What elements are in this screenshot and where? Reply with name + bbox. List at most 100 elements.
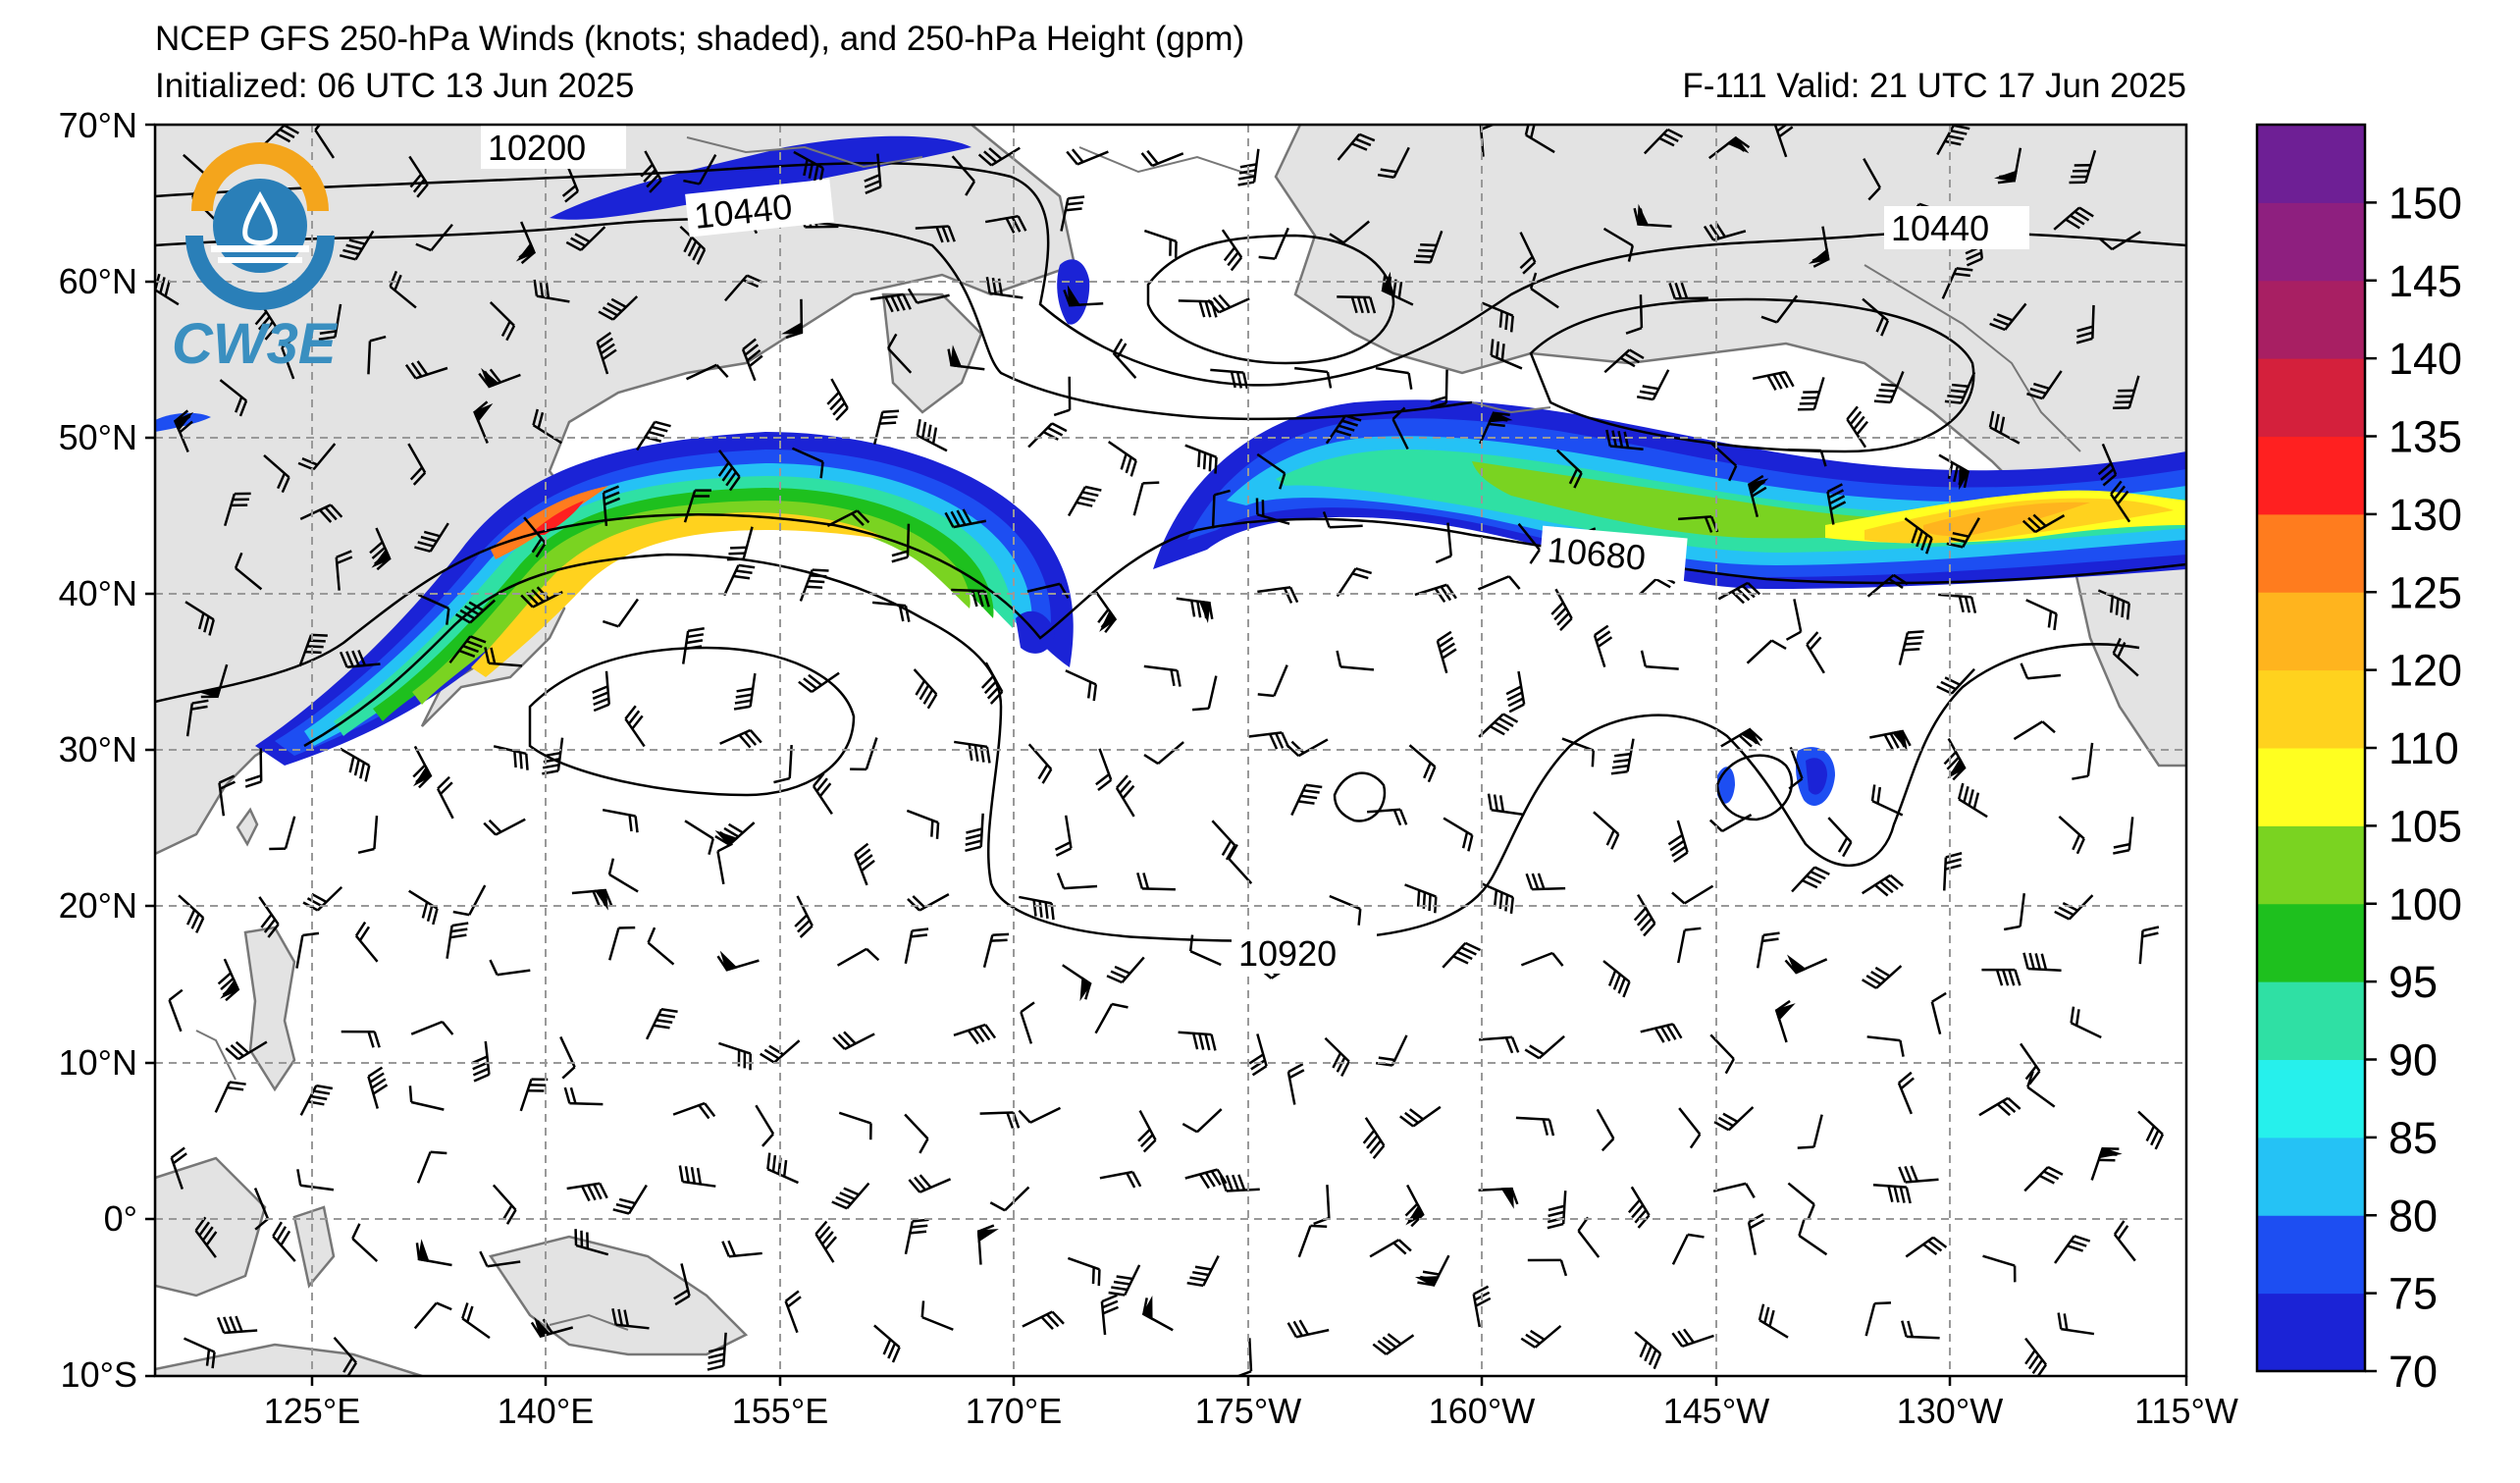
wind-barb — [1707, 135, 1751, 160]
wind-barb — [2053, 206, 2094, 231]
latitude-labels: 70°N 60°N 50°N 40°N 30°N 20°N 10°N 0° 10… — [59, 105, 155, 1395]
wind-barb — [367, 335, 387, 375]
wind-barb — [1602, 960, 1631, 998]
wind-barb — [1107, 441, 1137, 477]
wind-barb — [598, 295, 639, 321]
wind-barb — [716, 950, 760, 972]
wind-barb — [1336, 650, 1375, 671]
wind-barb — [1255, 498, 1290, 525]
colorbar-tick-label: 90 — [2389, 1035, 2438, 1086]
wind-barb — [1846, 405, 1869, 449]
wind-barb — [1234, 1338, 1253, 1376]
wind-barb — [908, 1174, 952, 1193]
wind-barb — [947, 344, 985, 371]
wind-barb — [1408, 744, 1437, 783]
colorbar-tick-label: 135 — [2389, 412, 2462, 462]
wind-barb — [1136, 872, 1176, 891]
wind-barb — [1481, 301, 1514, 333]
wind-barb — [1060, 195, 1085, 232]
lat-label-70n: 70°N — [59, 105, 137, 145]
wind-barb — [1065, 669, 1098, 702]
wind-barb — [831, 1182, 870, 1210]
wind-barb — [1873, 371, 1905, 404]
wind-barb — [413, 1301, 452, 1330]
wind-barb — [1712, 1182, 1756, 1198]
wind-barb — [1746, 639, 1787, 664]
wind-barb — [185, 699, 209, 737]
colorbar-bin — [2257, 202, 2365, 282]
wind-barb — [1625, 294, 1644, 335]
wind-barb — [794, 895, 814, 938]
wind-barb — [407, 443, 427, 486]
wind-barb — [726, 526, 754, 561]
wind-barb — [1634, 1331, 1662, 1370]
wind-barb — [1184, 444, 1218, 474]
wind-barb — [1515, 1116, 1555, 1137]
wind-barb — [225, 1040, 268, 1061]
wind-barb — [1442, 941, 1482, 969]
lat-label-30n: 30°N — [59, 729, 137, 769]
wind-barb — [1286, 738, 1329, 758]
wind-barb — [1677, 927, 1702, 964]
wind-barb — [721, 1240, 762, 1258]
wind-barb — [484, 647, 523, 667]
wind-barb — [733, 672, 757, 711]
wind-barb — [1633, 893, 1656, 937]
wind-barb — [1520, 951, 1564, 967]
wind-barb — [2020, 662, 2062, 680]
wind-barb — [410, 1020, 454, 1035]
wind-barb — [452, 884, 487, 917]
wind-barb — [2090, 1146, 2123, 1181]
colorbar-tick-label: 85 — [2389, 1113, 2438, 1163]
wind-barb — [1667, 820, 1689, 863]
wind-barb — [1472, 1285, 1492, 1328]
wind-barb — [168, 988, 184, 1033]
wind-barb — [1178, 1031, 1217, 1051]
wind-barb — [1930, 991, 1947, 1034]
colorbar: 150 145 140 135 130 125 120 110 105 100 95 90 85 80 75… — [2255, 123, 2462, 1397]
wind-barb — [446, 922, 469, 959]
wind-barb — [647, 927, 675, 966]
wind-barb — [492, 1184, 517, 1225]
wind-barb — [1099, 1170, 1142, 1189]
wind-barb — [781, 298, 804, 340]
wind-barb — [478, 367, 521, 389]
wind-barb — [1791, 866, 1830, 893]
lon-label-160w: 160°W — [1429, 1391, 1535, 1431]
logo-text: CW3E — [172, 312, 339, 376]
wind-barb — [2113, 817, 2134, 855]
wind-barb — [1210, 368, 1249, 390]
colorbar-bin — [2257, 1215, 2365, 1295]
wind-barb — [479, 1250, 521, 1268]
wind-barb — [2054, 1235, 2091, 1264]
wind-barb — [1443, 817, 1474, 852]
wind-barb — [1936, 125, 1970, 156]
asia-landmass — [155, 125, 1076, 856]
wind-barb — [1596, 1108, 1615, 1152]
wind-barb — [1294, 366, 1333, 389]
wind-barb — [448, 635, 487, 664]
colorbar-ticks: 150 145 140 135 130 125 120 110 105 100 95 90 85 80 75… — [2365, 178, 2462, 1397]
wind-barb — [219, 379, 248, 417]
wind-barb — [907, 288, 950, 304]
wind-barb — [515, 221, 537, 265]
wind-barb — [984, 215, 1027, 234]
wind-barb — [489, 301, 516, 342]
colorbar-tick-label: 75 — [2389, 1269, 2438, 1319]
wind-barb — [2021, 513, 2066, 534]
wind-barb — [339, 650, 381, 668]
longitude-labels: 125°E 140°E 155°E 170°E 175°W 160°W 145°… — [264, 1376, 2238, 1431]
wind-barb — [436, 775, 454, 820]
colorbar-tick-label: 70 — [2389, 1347, 2438, 1397]
colorbar-tick-label: 140 — [2389, 334, 2462, 384]
wind-barb — [533, 279, 570, 303]
wind-barb — [1787, 1182, 1815, 1221]
wind-barb — [1095, 748, 1113, 791]
wind-barb — [1784, 954, 1828, 975]
wind-barb — [1643, 128, 1684, 155]
philippines — [243, 926, 296, 1092]
wind-barb — [1490, 339, 1523, 370]
wind-barb — [2057, 1312, 2095, 1336]
wind-barb — [532, 408, 562, 445]
wind-barb — [183, 1337, 216, 1369]
